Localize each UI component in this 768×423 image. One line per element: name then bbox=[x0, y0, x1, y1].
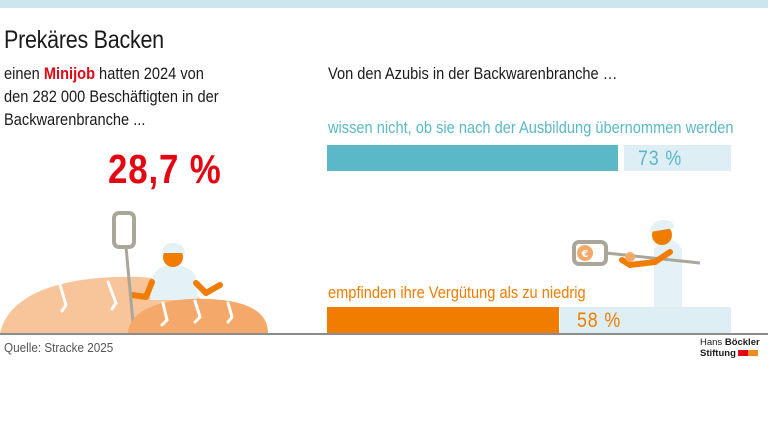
logo-orange-square-icon bbox=[747, 350, 758, 357]
intro-line-1: einen Minijob hatten 2024 von bbox=[4, 64, 204, 83]
bar-track-takeover bbox=[624, 145, 731, 171]
bar-label-takeover: wissen nicht, ob sie nach der Ausbildung… bbox=[328, 118, 734, 137]
azubi-heading: Von den Azubis in der Backwarenbranche … bbox=[328, 64, 618, 83]
intro-line-2: den 282 000 Beschäftigten in der bbox=[4, 87, 219, 106]
top-band bbox=[0, 0, 768, 8]
bar-track-pay bbox=[560, 307, 731, 333]
baseline-divider bbox=[0, 333, 768, 335]
minijob-highlight: Minijob bbox=[43, 64, 95, 83]
baker-with-peel-and-bread-icon bbox=[0, 211, 268, 334]
bar-value-pay: 58 % bbox=[577, 309, 622, 332]
intro-text: einen Minijob hatten 2024 von den 282 00… bbox=[4, 62, 219, 131]
baker-with-euro-peel-icon: € bbox=[572, 220, 701, 310]
bar-value-takeover: 73 % bbox=[638, 147, 683, 170]
hans-boeckler-logo: Hans Böckler Stiftung bbox=[700, 337, 760, 359]
page-title: Prekäres Backen bbox=[4, 26, 164, 54]
svg-text:€: € bbox=[581, 249, 589, 260]
source-note: Quelle: Stracke 2025 bbox=[4, 340, 114, 355]
bar-label-pay: empfinden ihre Vergütung als zu niedrig bbox=[328, 283, 586, 302]
bar-fill-pay bbox=[327, 307, 559, 333]
bar-fill-takeover bbox=[327, 145, 618, 171]
intro-line-3: Backwarenbranche ... bbox=[4, 110, 146, 129]
logo-red-square-icon bbox=[737, 350, 748, 357]
minijob-percentage: 28,7 % bbox=[108, 146, 222, 192]
